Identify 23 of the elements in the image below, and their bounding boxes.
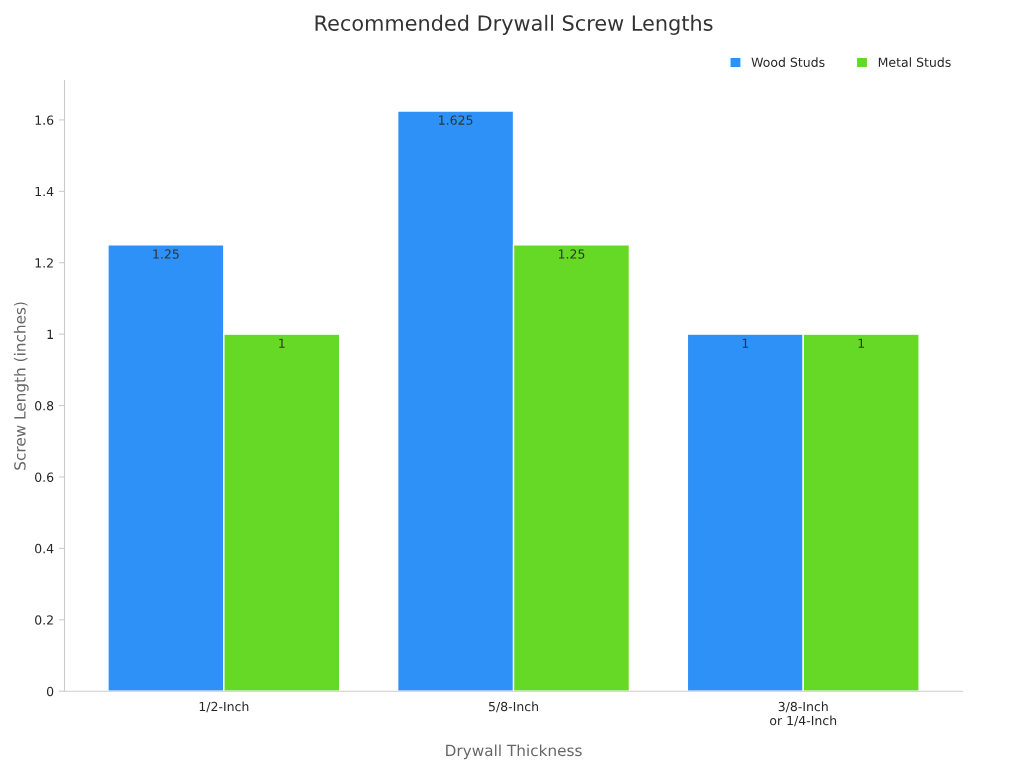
y-tick-label: 0.2	[35, 615, 53, 625]
y-tick-label: 1.2	[35, 258, 53, 268]
y-tick-label: 0	[46, 686, 54, 697]
legend-label: Wood Studs	[751, 57, 825, 67]
y-tick-label: 1.4	[35, 186, 54, 197]
x-tick-label: 3/8-Inch or 1/4-Inch	[770, 701, 837, 727]
chart-title: Recommended Drywall Screw Lengths	[315, 14, 713, 35]
x-axis-title: Drywall Thickness	[446, 744, 582, 760]
x-tick-label: 1/2-Inch	[199, 701, 249, 713]
data-label: 1	[279, 338, 285, 348]
data-label: 1.25	[153, 249, 179, 259]
data-label: 1.25	[558, 249, 585, 259]
data-label: 1.625	[439, 115, 473, 125]
data-label: 1	[742, 338, 749, 348]
y-tick-label: 0.6	[35, 472, 54, 482]
data-label: 1	[858, 338, 864, 348]
y-axis-title: Screw Length (inches)	[13, 302, 29, 470]
y-tick-label: 0.8	[35, 401, 54, 411]
legend-label: Metal Studs	[878, 57, 951, 67]
y-tick-label: 1.6	[35, 115, 54, 125]
y-tick-label: 1	[47, 329, 53, 339]
y-tick-label: 0.4	[35, 543, 54, 554]
x-tick-label: 5/8-Inch	[488, 701, 538, 713]
